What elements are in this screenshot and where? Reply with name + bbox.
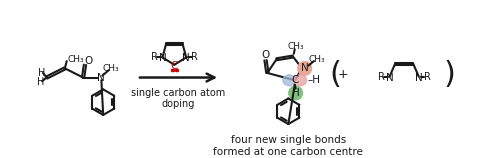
Text: H: H (36, 77, 44, 87)
Text: R: R (423, 72, 431, 82)
Text: N: N (386, 73, 394, 82)
Text: CH₃: CH₃ (102, 64, 119, 73)
Ellipse shape (283, 75, 296, 86)
Circle shape (298, 62, 312, 75)
Text: R: R (378, 72, 385, 82)
Circle shape (289, 86, 302, 100)
Text: N: N (97, 73, 105, 82)
Text: C: C (291, 75, 299, 85)
Text: H: H (38, 68, 46, 78)
Text: O: O (84, 56, 93, 66)
Text: N: N (158, 53, 167, 63)
Text: CH₃: CH₃ (308, 55, 325, 64)
Text: R: R (151, 52, 158, 62)
Ellipse shape (294, 75, 307, 86)
Text: CH₃: CH₃ (68, 55, 84, 64)
Text: O: O (262, 50, 270, 60)
Text: –H: –H (308, 75, 321, 85)
Text: single carbon atom
doping: single carbon atom doping (132, 88, 226, 109)
Text: four new single bonds
formed at one carbon centre: four new single bonds formed at one carb… (214, 135, 363, 157)
Text: N: N (182, 53, 190, 63)
Text: R: R (191, 52, 198, 62)
Text: N: N (415, 73, 422, 82)
Text: N: N (301, 63, 309, 73)
Text: C: C (171, 61, 178, 71)
Text: (: ( (330, 60, 342, 89)
Text: +: + (338, 68, 348, 81)
Text: CH₃: CH₃ (288, 42, 304, 51)
Text: H: H (292, 88, 300, 98)
Text: ): ) (444, 60, 456, 89)
